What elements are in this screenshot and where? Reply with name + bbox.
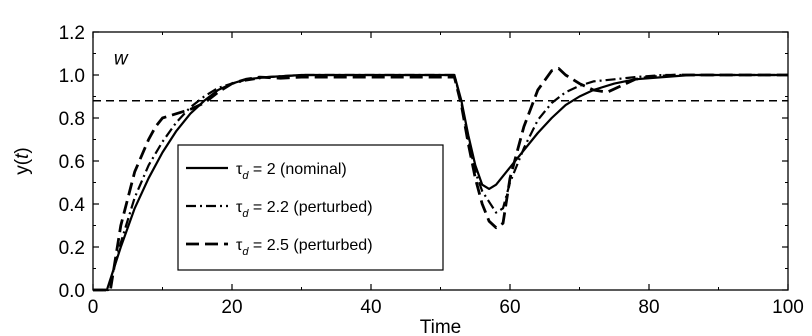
y-tick-label: 0.8: [59, 109, 85, 130]
x-tick-label: 40: [360, 297, 381, 318]
x-tick-label: 80: [638, 297, 659, 318]
y-tick-label: 1.2: [59, 23, 85, 44]
legend-label-2: τd = 2.2 (perturbed): [236, 199, 373, 220]
x-tick-label: 20: [221, 297, 242, 318]
legend-label-1: τd = 2 (nominal): [236, 161, 347, 182]
y-axis-title: y(t): [12, 147, 33, 174]
y-tick-label: 0.0: [59, 281, 85, 302]
y-tick-label: 1.0: [59, 66, 85, 87]
annotation-w: w: [114, 48, 129, 69]
x-axis-title: Time: [420, 317, 462, 336]
y-tick-label: 0.2: [59, 238, 85, 259]
series-line-2: [93, 73, 788, 292]
x-tick-label: 100: [772, 297, 804, 318]
plot-layer: 0 20 40 60 80 100 0.0 0.2 0.4 0.6 0.8 1.0 1.2 Time y(t…: [12, 23, 804, 336]
x-tick-label: 0: [88, 297, 99, 318]
x-tick-label: 60: [499, 297, 520, 318]
y-tick-label: 0.4: [59, 195, 86, 216]
legend-label-3: τd = 2.5 (perturbed): [236, 237, 373, 258]
y-tick-label: 0.6: [59, 152, 85, 173]
legend-box: [177, 144, 444, 271]
